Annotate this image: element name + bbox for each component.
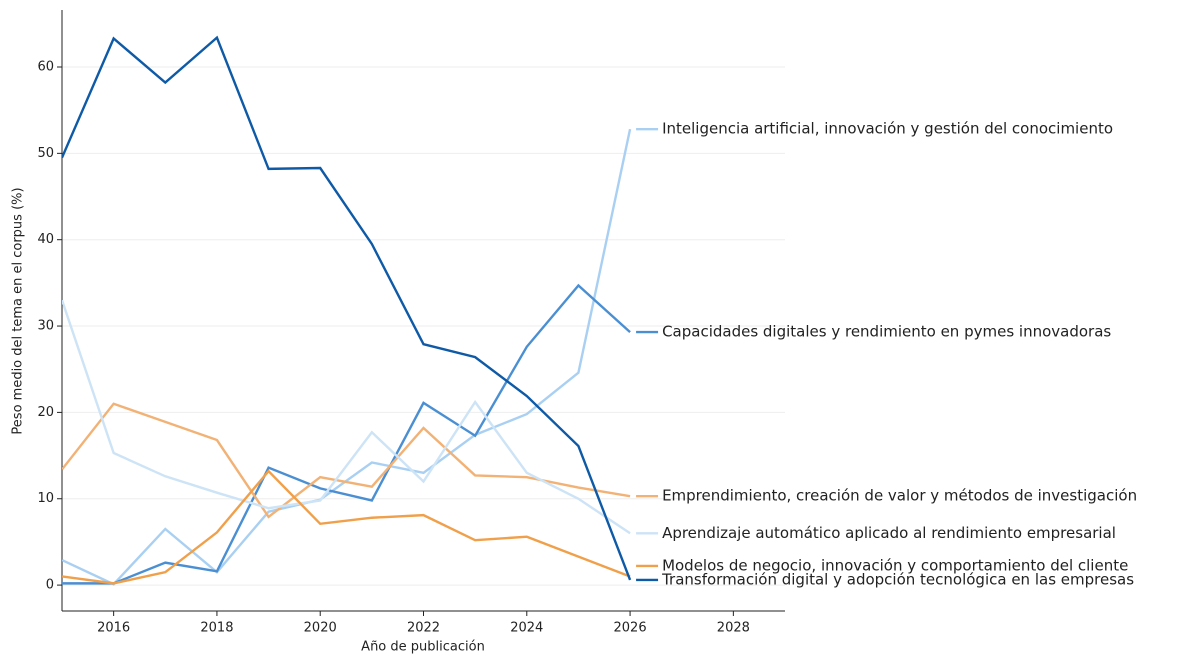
legend-label: Aprendizaje automático aplicado al rendi…	[662, 524, 1116, 542]
x-tick-label: 2026	[614, 621, 647, 636]
y-tick-label: 20	[37, 405, 54, 420]
y-axis-label: Peso medio del tema en el corpus (%)	[11, 187, 26, 434]
y-tick-label: 30	[37, 319, 54, 334]
x-tick-label: 2016	[97, 621, 130, 636]
plot-area	[62, 35, 632, 586]
legend-label: Modelos de negocio, innovación y comport…	[662, 556, 1128, 574]
legend-label: Inteligencia artificial, innovación y ge…	[662, 120, 1113, 138]
legend-label: Capacidades digitales y rendimiento en p…	[662, 323, 1111, 341]
legend-label: Emprendimiento, creación de valor y méto…	[662, 487, 1137, 505]
x-tick-label: 2020	[304, 621, 337, 636]
y-tick-label: 10	[37, 491, 54, 506]
series-line	[62, 128, 632, 586]
series-line	[62, 299, 631, 535]
y-tick-label: 40	[37, 232, 54, 247]
series-line	[62, 283, 631, 585]
x-tick-label: 2022	[407, 621, 440, 636]
series-line	[62, 402, 631, 519]
series-line	[62, 469, 631, 585]
x-axis-label: Año de publicación	[361, 640, 485, 655]
y-tick-label: 50	[37, 146, 54, 161]
x-tick-label: 2028	[717, 621, 750, 636]
y-tick-label: 60	[37, 59, 54, 74]
legend-label: Transformación digital y adopción tecnol…	[661, 570, 1134, 588]
series-line	[62, 35, 632, 581]
y-tick-label: 0	[46, 578, 54, 593]
x-tick-label: 2018	[200, 621, 233, 636]
x-tick-label: 2024	[510, 621, 543, 636]
